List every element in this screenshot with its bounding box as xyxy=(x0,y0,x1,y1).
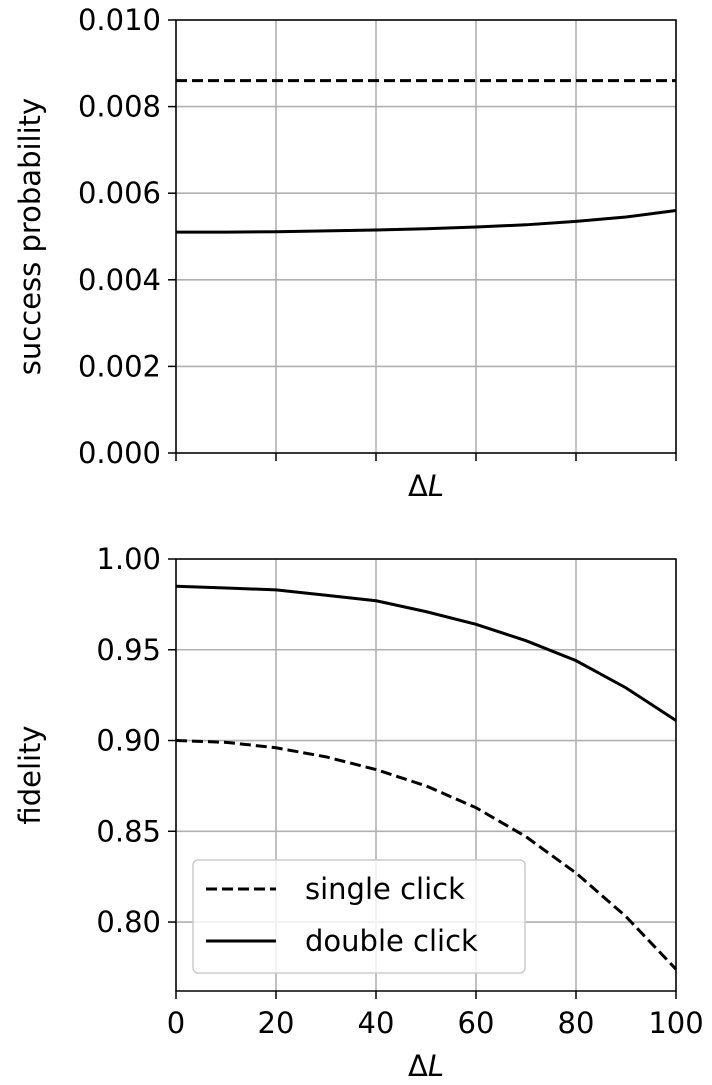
success-probability-chart: 0.000 0.002 0.004 0.006 0.008 0.010 ΔL succes… xyxy=(13,3,677,503)
x-axis-label-delta: Δ xyxy=(408,1049,428,1083)
y-tick-label: 0.85 xyxy=(96,814,161,848)
y-tick-label: 0.80 xyxy=(96,905,161,939)
tick-group: 0.000 0.002 0.004 0.006 0.008 0.010 xyxy=(78,3,677,470)
legend-label: double click xyxy=(305,924,478,958)
double-click-line xyxy=(175,584,677,722)
single-click-line xyxy=(175,739,678,971)
x-tick-label: 60 xyxy=(458,1006,495,1040)
plot-frame xyxy=(175,558,677,992)
y-tick-label: 0.008 xyxy=(78,90,161,124)
plot-frame xyxy=(175,19,677,454)
series-1-line xyxy=(176,209,677,234)
y-tick-label: 0.004 xyxy=(78,263,161,297)
x-tick-label: 20 xyxy=(258,1006,295,1040)
x-axis-label: ΔL xyxy=(408,469,444,503)
x-tick-label: 100 xyxy=(648,1006,703,1040)
y-tick-label: 0.95 xyxy=(96,633,161,667)
y-tick-label: 0.000 xyxy=(78,436,161,470)
tick-group: 0 20 40 60 80 100 0.80 0.85 0.90 0.95 1.00 xyxy=(96,542,703,1040)
series-group xyxy=(176,79,677,234)
x-tick-label: 40 xyxy=(358,1006,395,1040)
y-axis-label: success probability xyxy=(13,98,47,375)
legend: single click double click xyxy=(192,859,526,974)
x-tick-label: 0 xyxy=(167,1006,185,1040)
x-tick-label: 80 xyxy=(558,1006,595,1040)
x-axis-label-variable: L xyxy=(428,1049,444,1083)
series-group xyxy=(175,584,678,971)
y-axis-label: fidelity xyxy=(13,725,47,824)
x-axis-label-delta: Δ xyxy=(408,469,428,503)
y-tick-label: 0.010 xyxy=(78,3,161,37)
y-tick-label: 1.00 xyxy=(96,542,161,576)
y-tick-label: 0.90 xyxy=(96,724,161,758)
grid-lines xyxy=(175,19,677,454)
x-axis-label: ΔL xyxy=(408,1049,444,1083)
x-axis-label-variable: L xyxy=(428,469,444,503)
y-tick-label: 0.002 xyxy=(78,349,161,383)
y-tick-label: 0.006 xyxy=(78,176,161,210)
legend-label: single click xyxy=(305,872,465,906)
fidelity-chart: 0 20 40 60 80 100 0.80 0.85 0.90 0.95 1.00 single … xyxy=(13,542,704,1083)
